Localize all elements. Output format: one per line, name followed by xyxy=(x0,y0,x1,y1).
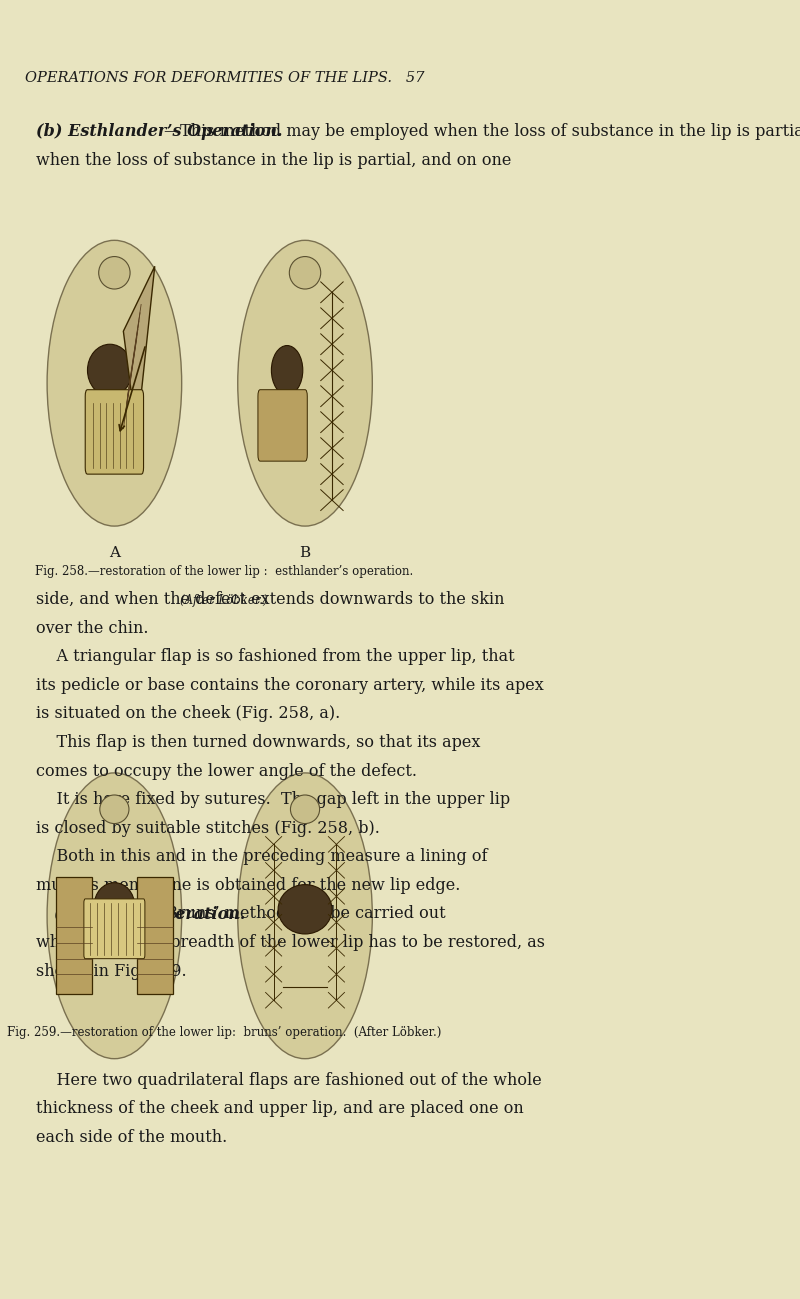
FancyBboxPatch shape xyxy=(84,899,145,959)
Polygon shape xyxy=(137,877,173,994)
Ellipse shape xyxy=(278,885,332,934)
Ellipse shape xyxy=(94,883,134,929)
Text: A: A xyxy=(109,546,120,560)
Text: (c) Brüns’ Operation.: (c) Brüns’ Operation. xyxy=(54,905,246,922)
FancyBboxPatch shape xyxy=(86,390,143,474)
Text: when the loss of substance in the lip is partial, and on one: when the loss of substance in the lip is… xyxy=(36,152,511,169)
Text: mucous membrane is obtained for the new lip edge.: mucous membrane is obtained for the new … xyxy=(36,877,460,894)
Text: its pedicle or base contains the coronary artery, while its apex: its pedicle or base contains the coronar… xyxy=(36,677,544,694)
Text: shown in Fig. 259.: shown in Fig. 259. xyxy=(36,963,186,979)
Ellipse shape xyxy=(238,240,372,526)
Text: —This method may be employed when the loss of substance in the lip is partial, a: —This method may be employed when the lo… xyxy=(164,123,800,140)
Text: when the whole breadth of the lower lip has to be restored, as: when the whole breadth of the lower lip … xyxy=(36,934,545,951)
Text: —Bruns’ method may be carried out: —Bruns’ method may be carried out xyxy=(150,905,446,922)
Text: B: B xyxy=(299,546,310,560)
Text: (After Löbker.): (After Löbker.) xyxy=(181,594,268,607)
Text: Both in this and in the preceding measure a lining of: Both in this and in the preceding measur… xyxy=(36,848,487,865)
Text: over the chin.: over the chin. xyxy=(36,620,148,637)
Text: This flap is then turned downwards, so that its apex: This flap is then turned downwards, so t… xyxy=(36,734,480,751)
Text: is closed by suitable stitches (Fig. 258, b).: is closed by suitable stitches (Fig. 258… xyxy=(36,820,380,837)
Ellipse shape xyxy=(100,795,129,824)
Text: each side of the mouth.: each side of the mouth. xyxy=(36,1129,227,1146)
Polygon shape xyxy=(123,266,154,435)
Ellipse shape xyxy=(47,773,182,1059)
Ellipse shape xyxy=(98,257,130,290)
Text: It is here fixed by sutures.  The gap left in the upper lip: It is here fixed by sutures. The gap lef… xyxy=(36,791,510,808)
Text: Fig. 258.—restoration of the lower lip :  esthlander’s operation.: Fig. 258.—restoration of the lower lip :… xyxy=(35,565,414,578)
Text: A triangular flap is so fashioned from the upper lip, that: A triangular flap is so fashioned from t… xyxy=(36,648,514,665)
FancyBboxPatch shape xyxy=(258,390,307,461)
Ellipse shape xyxy=(271,346,302,395)
Polygon shape xyxy=(56,877,92,994)
Ellipse shape xyxy=(290,795,320,824)
Text: (b) Esthlander’s Operation.: (b) Esthlander’s Operation. xyxy=(36,123,282,140)
Text: thickness of the cheek and upper lip, and are placed one on: thickness of the cheek and upper lip, an… xyxy=(36,1100,524,1117)
Text: Fig. 259.—restoration of the lower lip:  bruns’ operation.  (After Löbker.): Fig. 259.—restoration of the lower lip: … xyxy=(7,1026,442,1039)
Text: comes to occupy the lower angle of the defect.: comes to occupy the lower angle of the d… xyxy=(36,763,417,779)
Text: OPERATIONS FOR DEFORMITIES OF THE LIPS.   57: OPERATIONS FOR DEFORMITIES OF THE LIPS. … xyxy=(25,71,424,86)
Text: side, and when the defect extends downwards to the skin: side, and when the defect extends downwa… xyxy=(36,591,504,608)
Text: Here two quadrilateral flaps are fashioned out of the whole: Here two quadrilateral flaps are fashion… xyxy=(36,1072,542,1089)
Ellipse shape xyxy=(290,257,321,290)
Ellipse shape xyxy=(87,344,132,396)
Text: is situated on the cheek (Fig. 258, a).: is situated on the cheek (Fig. 258, a). xyxy=(36,705,340,722)
Ellipse shape xyxy=(47,240,182,526)
Ellipse shape xyxy=(238,773,372,1059)
